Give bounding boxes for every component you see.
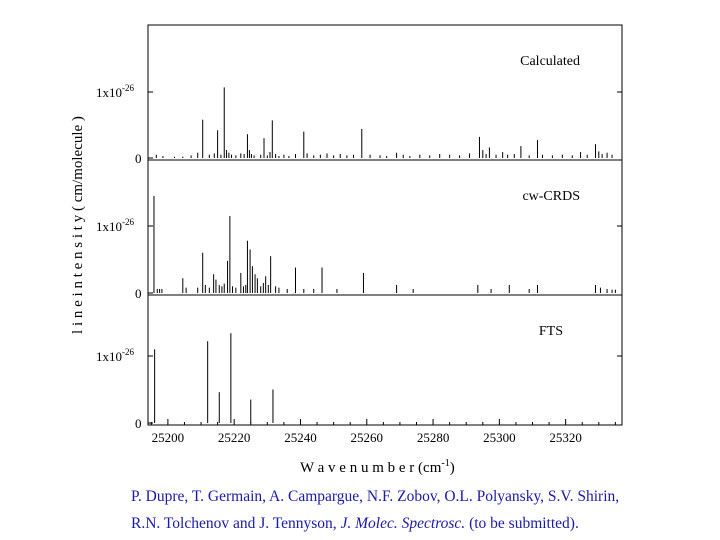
- y-tick-label: 1x10-26: [96, 83, 134, 100]
- y-tick-mantissa: 1x10: [96, 219, 122, 234]
- x-tick-label: 25220: [218, 430, 251, 445]
- x-axis-label-close: ): [450, 460, 455, 476]
- x-tick-label: 25300: [483, 430, 516, 445]
- y-axis-label: l i n e i n t e n s i t y ( cm/molecule …: [70, 116, 86, 334]
- y-tick-mantissa: 1x10: [96, 85, 122, 100]
- y-tick-exponent: -26: [122, 83, 134, 93]
- panel-frame: [147, 24, 623, 161]
- x-tick-label: 25240: [284, 430, 317, 445]
- x-tick-label: 25280: [417, 430, 450, 445]
- panel-1: 1x10-26 0 Calculated: [96, 24, 623, 166]
- panel-frame: [147, 159, 623, 296]
- panel-3: 1x10-26 0 FTS: [96, 294, 623, 431]
- panel-label: FTS: [539, 324, 563, 339]
- y-tick-label-zero: 0: [135, 286, 142, 301]
- x-axis: 25200 25220 25240 25260 25280 25300 25320: [150, 419, 616, 445]
- spectrum-chart: 1x10-260Calculated1x10-260cw-CRDS1x10-26…: [70, 24, 623, 476]
- y-tick-label: 1x10-26: [96, 347, 134, 364]
- citation-line-2: R.N. Tolchenov and J. Tennyson, J. Molec…: [131, 515, 579, 533]
- x-axis-label-unit: m: [430, 460, 442, 476]
- x-tick-label: 25200: [152, 430, 185, 445]
- chart-panels: 1x10-260Calculated1x10-260cw-CRDS1x10-26…: [96, 24, 623, 431]
- citation-status: (to be submitted).: [469, 515, 579, 532]
- y-tick-label-zero: 0: [135, 151, 142, 166]
- citation-authors: R.N. Tolchenov and J. Tennyson,: [131, 515, 337, 532]
- panel-2: 1x10-26 0 cw-CRDS: [96, 159, 623, 301]
- y-tick-mantissa: 1x10: [96, 349, 122, 364]
- x-axis-label-exponent: -1: [441, 458, 449, 469]
- y-tick-exponent: -26: [122, 217, 134, 227]
- y-tick-exponent: -26: [122, 347, 134, 357]
- y-tick-label-zero: 0: [135, 416, 142, 431]
- citation-journal: J. Molec. Spectrosc.: [340, 515, 466, 532]
- x-axis-label: W a v e n u m b e r (cm-1): [300, 458, 455, 476]
- x-tick-label: 25320: [549, 430, 582, 445]
- x-axis-label-text: W a v e n u m b e r (c: [300, 460, 430, 476]
- panel-label: cw-CRDS: [522, 189, 580, 204]
- panel-frame: [147, 294, 623, 426]
- panel-label: Calculated: [520, 54, 580, 69]
- x-tick-label: 25260: [351, 430, 384, 445]
- y-tick-label: 1x10-26: [96, 217, 134, 234]
- citation-line-1: P. Dupre, T. Germain, A. Campargue, N.F.…: [131, 488, 620, 505]
